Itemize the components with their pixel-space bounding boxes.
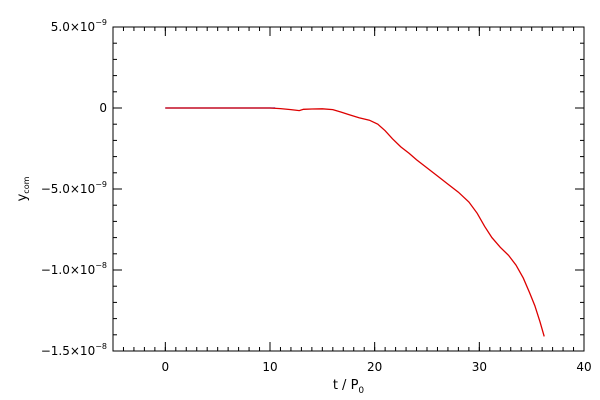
- x-tick-label: 40: [576, 360, 591, 374]
- x-axis-label: t / P0: [333, 378, 365, 396]
- y-tick-label-exponent: −9: [95, 180, 107, 189]
- y-tick-label-mantissa: −5.0×10: [41, 182, 95, 196]
- x-tick-label: 30: [472, 360, 487, 374]
- y-tick-label: 0: [99, 101, 107, 115]
- y-tick-label-exponent: −9: [95, 18, 107, 27]
- tick-layer: [112, 26, 585, 352]
- x-axis-label-main: t / P: [333, 378, 359, 393]
- y-axis-label-subscript: com: [22, 176, 31, 193]
- y-tick-label: −1.0×10−8: [41, 261, 107, 277]
- y-tick-label-exponent: −8: [95, 342, 107, 351]
- label-layer: 0 10 20 30 405.0×10−90−5.0×10−9−1.0×10−8−1.5…: [41, 18, 592, 374]
- y-axis-label-main: y: [15, 193, 30, 201]
- x-tick-label: 10: [262, 360, 277, 374]
- y-tick-label-exponent: −8: [95, 261, 107, 270]
- y-axis-label: ycom: [15, 176, 31, 201]
- x-tick-label: 0: [162, 360, 170, 374]
- y-tick-label: −1.5×10−8: [41, 342, 107, 358]
- y-tick-label: −5.0×10−9: [41, 180, 107, 196]
- y-tick-label: 5.0×10−9: [51, 18, 107, 34]
- x-tick-label: 20: [367, 360, 382, 374]
- y-tick-label-mantissa: 5.0×10: [51, 20, 95, 34]
- y-tick-label-mantissa: −1.5×10: [41, 344, 95, 358]
- y-tick-label-mantissa: −1.0×10: [41, 263, 95, 277]
- plot-frame: [112, 26, 585, 352]
- series-line: [165, 107, 545, 337]
- series-layer: [165, 107, 545, 337]
- y-tick-label-mantissa: 0: [99, 101, 107, 115]
- x-axis-label-subscript: 0: [358, 386, 364, 396]
